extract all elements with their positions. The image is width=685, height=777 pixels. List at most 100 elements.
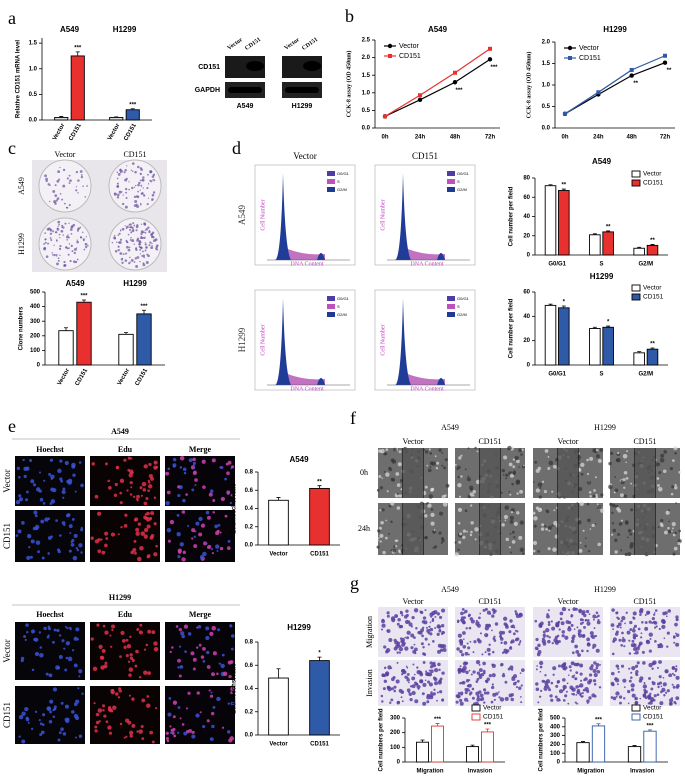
cell	[510, 510, 514, 514]
cell	[441, 495, 446, 499]
cell	[394, 614, 398, 619]
colony	[44, 238, 46, 241]
colony	[144, 243, 147, 246]
colony	[68, 203, 71, 207]
cell	[454, 463, 457, 466]
cell	[441, 698, 444, 701]
colony	[51, 252, 53, 254]
cell	[633, 652, 636, 655]
cell	[39, 497, 44, 502]
x-tick-label: 72h	[485, 135, 496, 141]
cell	[401, 700, 404, 703]
cell	[562, 699, 566, 702]
cell	[597, 614, 600, 618]
cell	[65, 641, 71, 646]
bar	[481, 731, 494, 763]
cell	[191, 734, 196, 739]
cell	[406, 636, 410, 640]
bar-label: CD151	[75, 367, 90, 387]
bar	[136, 313, 152, 366]
cell	[483, 701, 486, 704]
cell	[429, 451, 433, 455]
cell	[137, 556, 142, 562]
cell	[416, 684, 421, 689]
error-bar	[637, 246, 642, 249]
cell	[623, 486, 626, 489]
histogram-frame	[254, 164, 356, 266]
cell	[136, 628, 140, 632]
colony	[118, 190, 122, 194]
y-tick-label: 0.0	[362, 126, 371, 132]
colony	[70, 244, 73, 248]
cell	[469, 492, 474, 497]
colony	[125, 227, 128, 229]
cell	[642, 684, 648, 689]
cell	[593, 672, 598, 678]
significance: **	[667, 68, 672, 74]
cell	[486, 677, 490, 682]
cell	[664, 530, 668, 535]
colony	[150, 235, 154, 239]
cell	[202, 725, 206, 729]
cell	[509, 532, 512, 535]
cell	[388, 467, 393, 472]
cell	[472, 670, 476, 674]
colony	[44, 174, 47, 178]
row-label: CD151	[2, 702, 12, 728]
cell	[230, 494, 234, 497]
cell	[76, 548, 80, 552]
cell	[131, 697, 135, 701]
cell	[393, 447, 397, 452]
panel-label: d	[232, 138, 241, 158]
cell	[463, 616, 466, 619]
colony	[133, 195, 137, 199]
colony	[61, 198, 64, 201]
cell	[25, 717, 30, 722]
group-label: A549	[60, 25, 80, 34]
cell	[675, 696, 680, 701]
cell	[74, 715, 80, 721]
cell	[179, 665, 184, 669]
legend-swatch	[471, 704, 481, 712]
colony	[57, 259, 60, 262]
cell	[429, 461, 434, 465]
cell	[428, 682, 433, 687]
cell	[124, 513, 128, 517]
cell	[462, 620, 466, 625]
cell	[395, 472, 400, 476]
cell	[74, 490, 77, 493]
cell	[471, 687, 475, 691]
cell	[221, 653, 225, 657]
cell	[414, 699, 419, 704]
histogram-g2	[437, 253, 445, 260]
cell	[629, 628, 633, 631]
colony	[71, 225, 74, 228]
cell	[427, 503, 432, 508]
cell	[125, 654, 129, 658]
cell	[630, 508, 634, 512]
cell	[117, 696, 121, 699]
x-tick-label: S	[599, 262, 603, 268]
cell	[125, 718, 130, 723]
cell	[575, 671, 579, 675]
cell	[128, 473, 133, 478]
cell	[624, 521, 629, 525]
colony	[87, 244, 89, 247]
cell	[439, 511, 444, 516]
colony	[134, 247, 137, 250]
colony	[76, 239, 78, 241]
cell	[211, 458, 216, 463]
cell	[413, 636, 416, 640]
cell	[153, 552, 158, 557]
cell	[172, 727, 176, 731]
colony	[136, 237, 140, 240]
cell	[413, 673, 416, 676]
y-tick-label: 0.5	[362, 108, 371, 114]
colony	[53, 253, 56, 257]
cell	[53, 628, 57, 632]
cell	[651, 616, 655, 621]
cell	[138, 675, 142, 679]
cell	[195, 521, 200, 526]
cell	[502, 672, 505, 675]
cell	[616, 683, 619, 686]
